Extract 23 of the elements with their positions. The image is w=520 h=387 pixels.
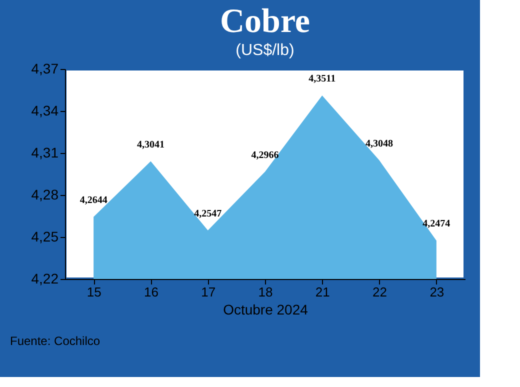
x-tick-label: 17 [201,284,216,300]
chart-title: Cobre [220,3,310,40]
data-label: 4,3041 [136,139,164,150]
x-tick-label: 15 [86,284,102,300]
x-tick-label: 22 [372,284,388,300]
data-label: 4,3048 [366,138,394,150]
y-tick-label: 4,37 [31,60,59,76]
chart-subtitle: (US$/lb) [236,42,294,59]
data-label: 4,2966 [251,150,279,161]
y-tick-label: 4,31 [31,144,59,160]
x-tick-label: 18 [258,284,273,300]
x-axis-title: Octubre 2024 [223,302,308,318]
y-tick-label: 4,22 [31,270,59,286]
data-label: 4,2644 [80,194,108,206]
x-tick-label: 23 [430,284,444,300]
y-tick-label: 4,28 [31,186,59,202]
source-note: Fuente: Cochilco [10,334,100,348]
x-tick-label: 16 [144,284,158,300]
data-label: 4,2547 [194,208,222,220]
data-label: 4,3511 [308,73,336,84]
y-tick-label: 4,34 [31,102,59,118]
y-tick-label: 4,25 [31,228,59,244]
x-tick-label: 21 [315,284,330,300]
